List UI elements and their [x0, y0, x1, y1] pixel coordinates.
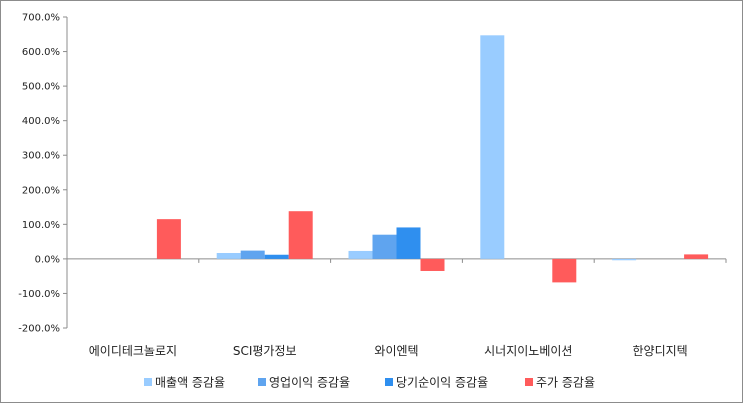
legend-swatch	[385, 378, 393, 386]
bar	[612, 258, 637, 261]
bar	[372, 234, 397, 259]
y-tick-label: 200.0%	[22, 185, 60, 196]
legend-label: 매출액 증감율	[155, 376, 225, 390]
bar	[684, 254, 709, 259]
bar	[348, 250, 373, 259]
bar	[480, 35, 505, 259]
bar	[396, 227, 421, 259]
category-label: 와이엔텍	[374, 344, 418, 358]
axes: -200.0% -100.0% 0.0% 100.0% 200.0% 300.0% 400.…	[18, 13, 727, 335]
bar	[288, 211, 313, 259]
category-labels: 에이디테크놀로지 SCI평가정보 와이엔텍 시너지이노베이션 한양디지텍	[89, 344, 688, 358]
legend: 매출액 증감율 영업이익 증감율 당기순이익 증감율 주가 증감율	[144, 376, 595, 390]
y-tick-label: 400.0%	[22, 116, 60, 127]
y-tick-label: 700.0%	[22, 13, 60, 24]
y-tick-label: 600.0%	[22, 47, 60, 58]
y-tick-label: 0.0%	[35, 254, 60, 265]
bar	[156, 219, 181, 259]
bars	[156, 35, 709, 283]
legend-swatch	[258, 378, 266, 386]
legend-swatch	[525, 378, 533, 386]
bar	[240, 250, 265, 259]
category-label: 한양디지텍	[632, 344, 687, 358]
legend-label: 주가 증감율	[536, 376, 595, 390]
bar	[552, 258, 577, 283]
y-tick-label: 300.0%	[22, 151, 60, 162]
y-tick-label: 100.0%	[22, 220, 60, 231]
y-tick-label: 500.0%	[22, 82, 60, 93]
legend-label: 영업이익 증감율	[269, 376, 350, 390]
legend-swatch	[144, 378, 152, 386]
bar	[420, 258, 445, 271]
category-label: 에이디테크놀로지	[89, 344, 177, 358]
category-label: 시너지이노베이션	[484, 344, 572, 358]
bar	[216, 253, 241, 259]
y-tick-label: -100.0%	[18, 289, 60, 300]
category-label: SCI평가정보	[233, 344, 297, 358]
legend-label: 당기순이익 증감율	[396, 376, 488, 390]
y-tick-label: -200.0%	[18, 324, 60, 335]
bar	[264, 254, 289, 259]
